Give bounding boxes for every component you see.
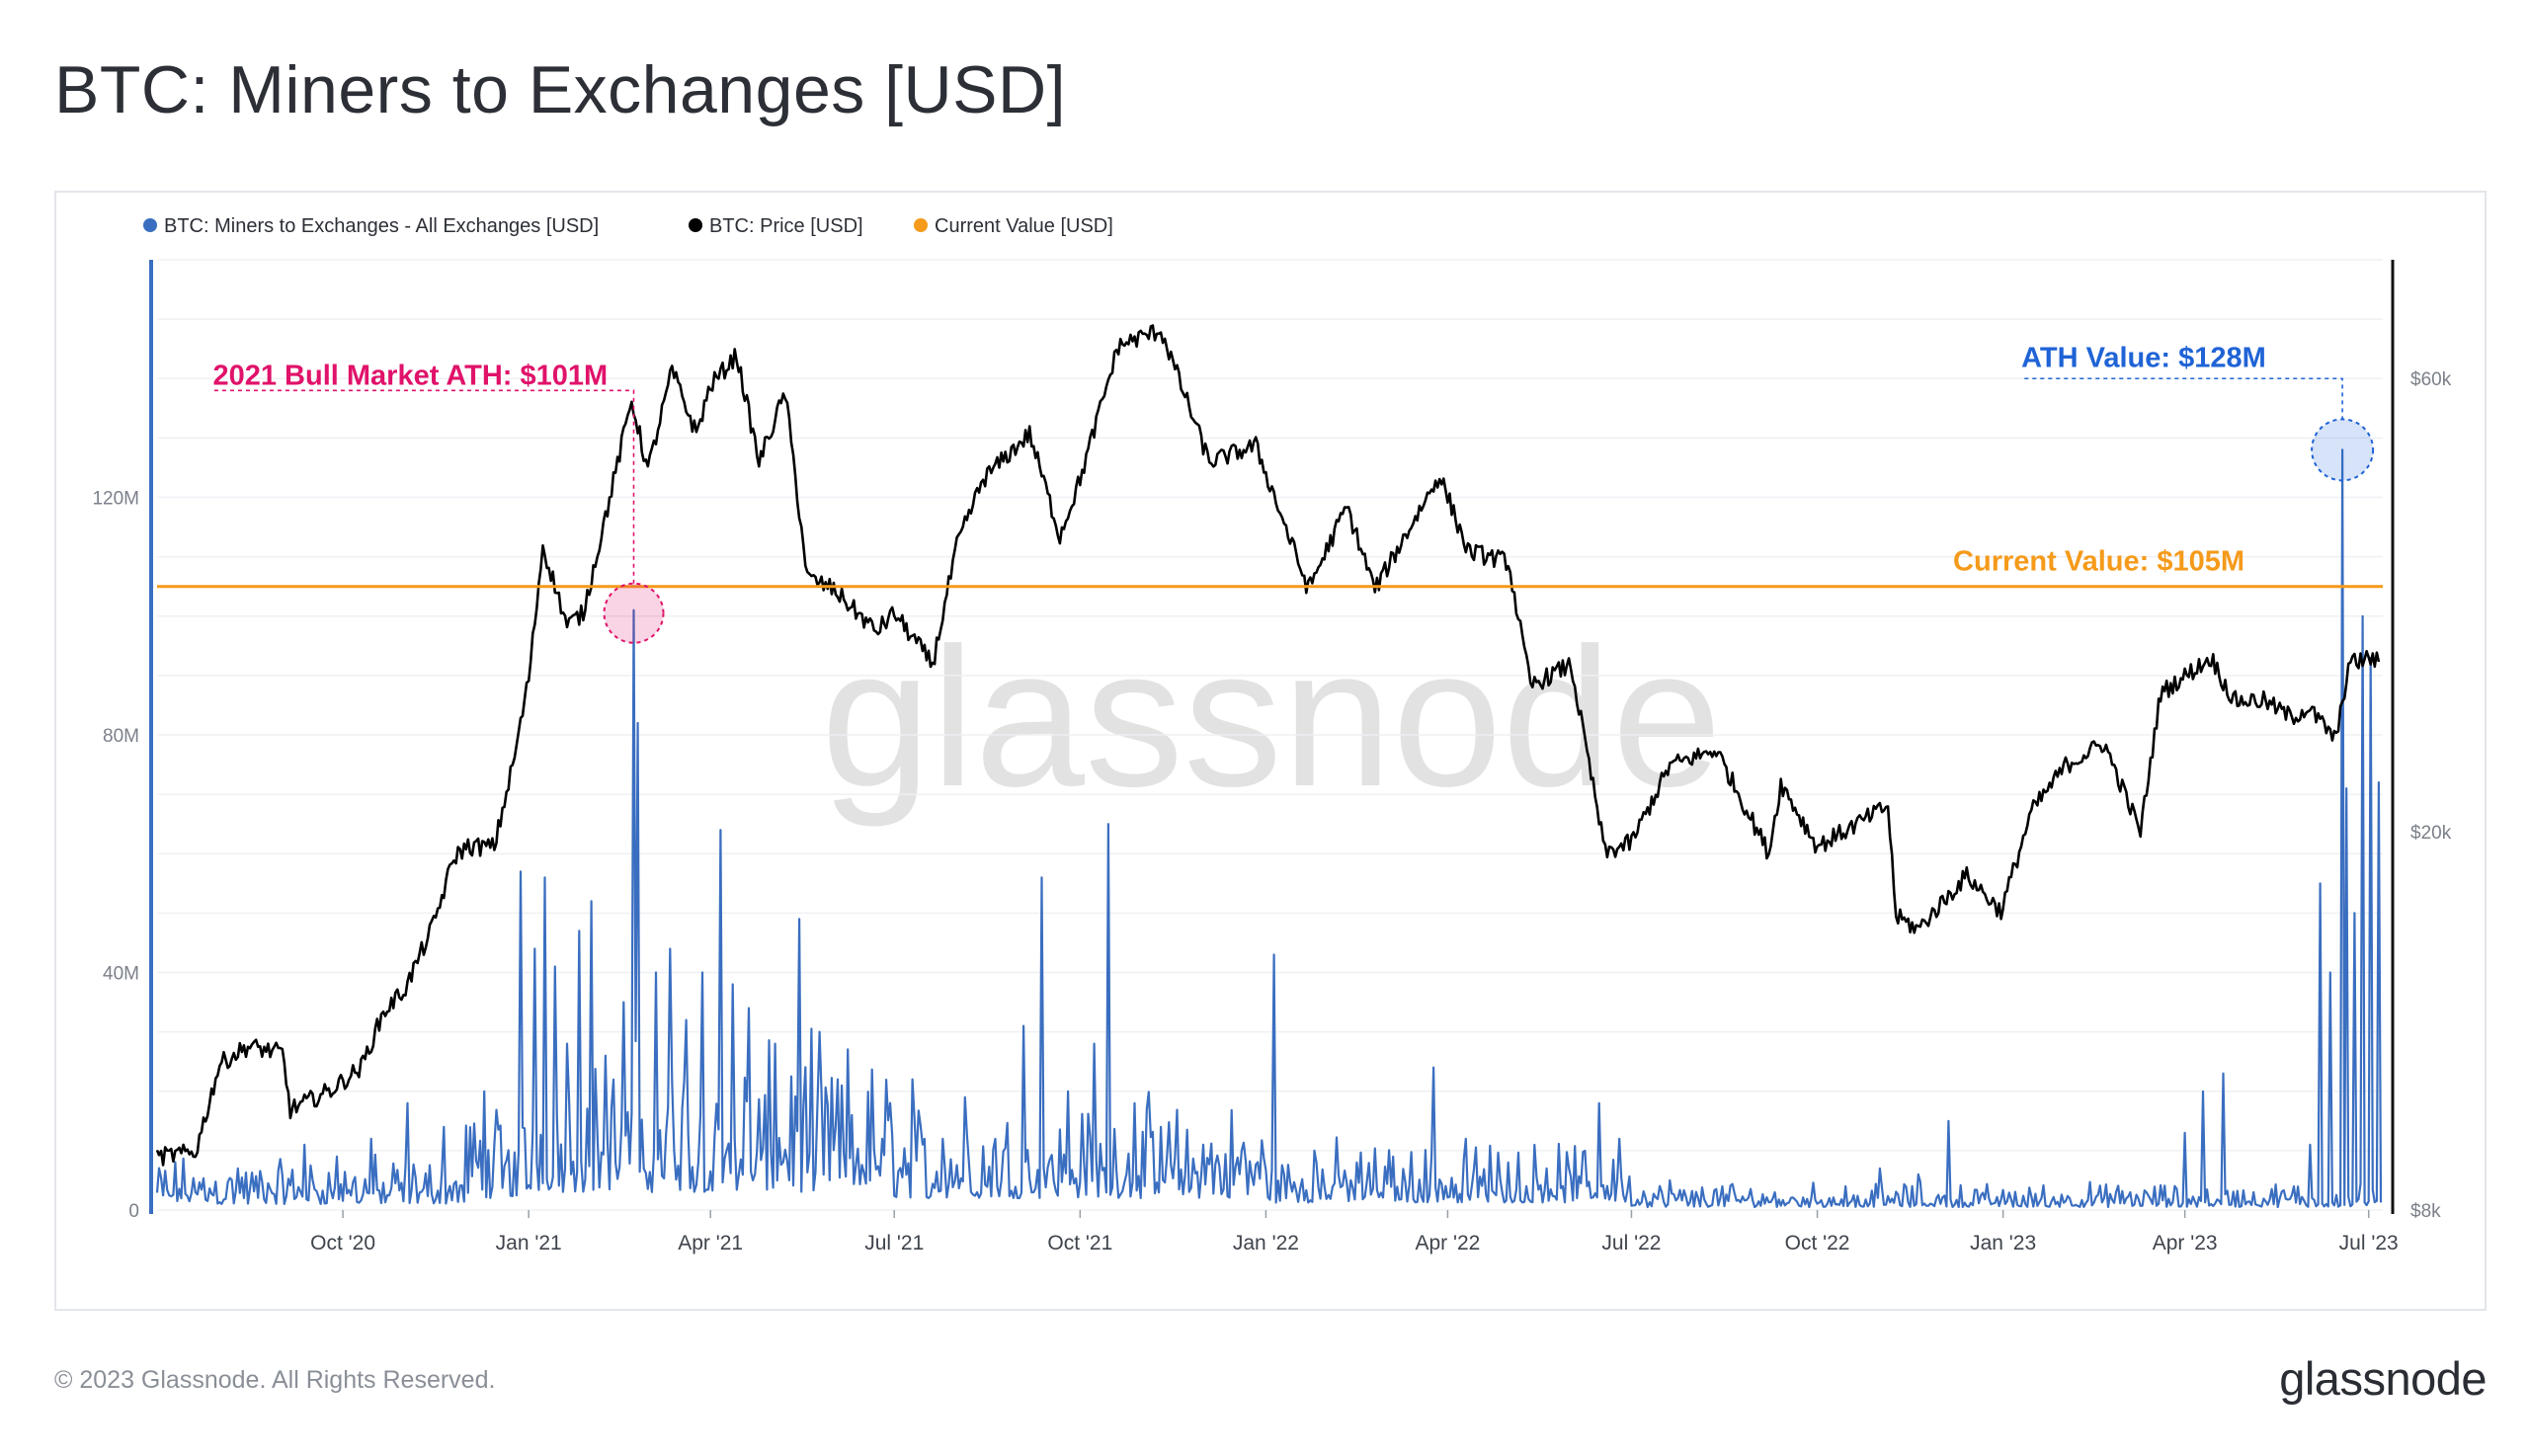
legend-label[interactable]: Current Value [USD] [935,215,1113,237]
x-tick-label: Jan '23 [1970,1232,2036,1254]
legend-marker [914,218,928,232]
grid-layer [157,259,2383,1211]
legend-marker [143,218,157,232]
y-left-tick-label: 80M [103,726,139,747]
annotation-circle-ath [2311,418,2375,482]
x-tick-label: Jan '22 [1233,1232,1299,1254]
y-right-tick-label: $60k [2410,369,2452,390]
series-line-flow [155,448,2383,1209]
y-right-tick-label: $8k [2410,1201,2441,1222]
series-layer [155,324,2383,1209]
x-tick-label: Apr '23 [2153,1232,2218,1254]
x-tick-label: Apr '21 [678,1232,743,1254]
chart-frame: glassnode 0 40M 80M 120M $8k $20k $60k Oct '20 J… [54,191,2487,1311]
glassnode-logo[interactable]: glassnode [2279,1352,2487,1405]
annotation-label-bull: 2021 Bull Market ATH: $101M [212,360,608,391]
annotation-label-current: Current Value: $105M [1953,546,2244,578]
annotation-leader-bull [213,389,635,584]
x-tick-label: Jan '21 [496,1232,562,1254]
annotation-leader-ath [2021,377,2343,421]
annotation-circle-bull [603,582,665,644]
x-tick-label: Jul '21 [864,1232,924,1254]
x-tick-label: Oct '21 [1047,1232,1112,1254]
copyright-text: © 2023 Glassnode. All Rights Reserved. [54,1366,496,1394]
x-tick-label: Jul '22 [1601,1232,1661,1254]
annotation-label-ath: ATH Value: $128M [2021,342,2266,373]
y-right-tick-label: $20k [2410,823,2452,844]
chart: glassnode 0 40M 80M 120M $8k $20k $60k Oct '20 J… [92,215,2452,1254]
x-tick-label: Apr '22 [1415,1232,1480,1254]
legend-label[interactable]: BTC: Price [USD] [709,215,863,237]
x-tick-label: Oct '22 [1785,1232,1850,1254]
annotation-layer: 2021 Bull Market ATH: $101M ATH Value: $1… [212,342,2375,644]
page-title: BTC: Miners to Exchanges [USD] [54,52,1067,127]
watermark-text: glassnode [821,607,1722,828]
legend: BTC: Miners to Exchanges - All Exchanges… [143,215,1113,237]
series-line-price [155,324,2381,1167]
legend-marker [689,218,702,232]
y-left-tick-label: 120M [92,489,139,510]
legend-label[interactable]: BTC: Miners to Exchanges - All Exchanges… [164,215,599,237]
y-left-tick-label: 40M [103,964,139,985]
x-tick-label: Oct '20 [310,1232,375,1254]
y-left-tick-label: 0 [128,1201,139,1222]
x-tick-label: Jul '23 [2339,1232,2399,1254]
axis-layer: 0 40M 80M 120M $8k $20k $60k Oct '20 Jan '21 Apr … [92,260,2452,1254]
